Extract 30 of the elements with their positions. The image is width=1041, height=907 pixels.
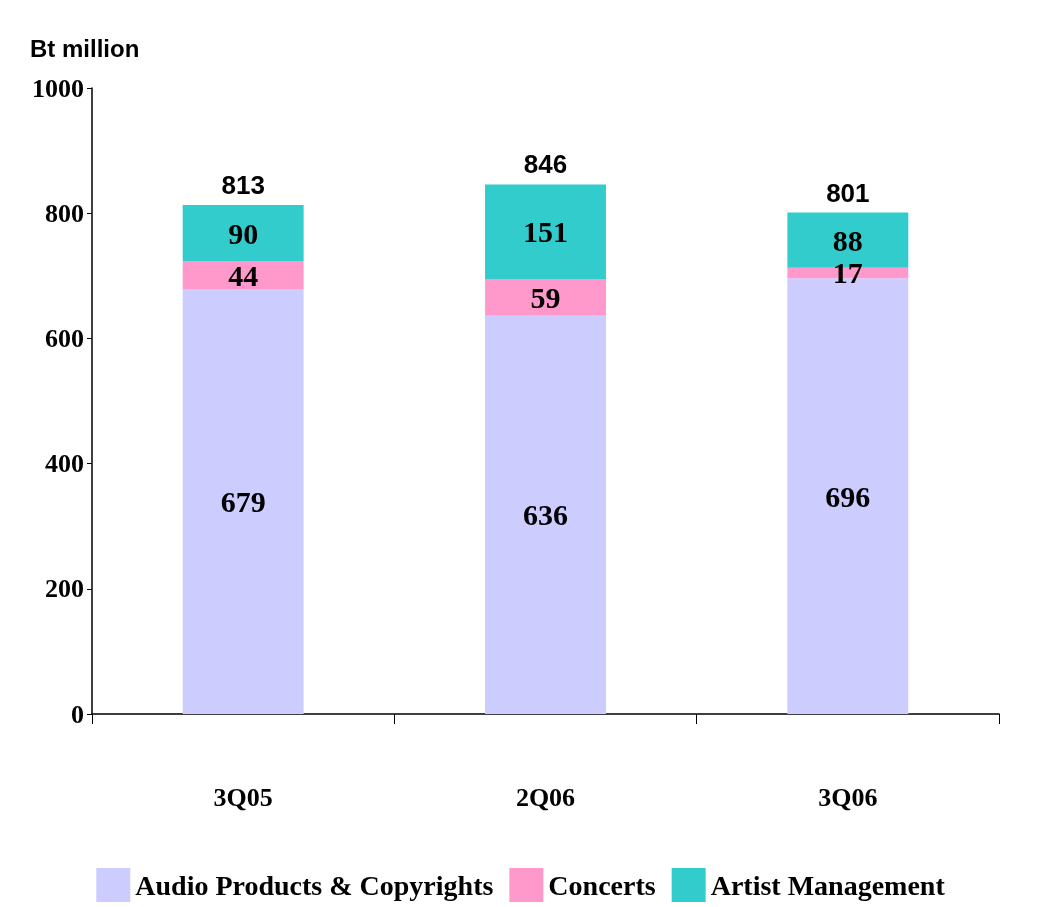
x-tick-label: 3Q05 <box>213 782 273 812</box>
data-label: 90 <box>228 216 259 250</box>
total-label: 801 <box>826 177 870 208</box>
y-tick-label: 600 <box>45 323 84 353</box>
bar <box>182 205 304 262</box>
data-label: 44 <box>228 258 259 292</box>
legend-label: Artist Management <box>710 869 946 901</box>
bar <box>485 278 606 316</box>
data-label: 59 <box>530 280 561 314</box>
data-label: 88 <box>832 223 863 257</box>
y-tick-label: 200 <box>45 574 84 604</box>
y-tick-label: 800 <box>45 198 84 228</box>
y-tick-label: 1000 <box>32 73 84 103</box>
x-tick-label: 3Q06 <box>818 782 878 812</box>
data-label: 636 <box>523 498 568 532</box>
y-axis-title: Bt million <box>30 34 140 62</box>
data-label: 679 <box>220 484 266 518</box>
bar <box>182 288 304 714</box>
legend-label: Audio Products & Copyrights <box>135 869 494 901</box>
legend-label: Concerts <box>548 869 656 901</box>
bar <box>485 184 606 279</box>
total-label: 846 <box>523 149 568 180</box>
bar <box>485 315 606 714</box>
bar <box>182 261 304 289</box>
y-tick-label: 0 <box>71 699 84 729</box>
total-label: 813 <box>221 170 265 201</box>
data-label: 151 <box>523 215 568 249</box>
x-tick-label: 2Q06 <box>515 782 576 812</box>
data-label: 696 <box>825 479 871 513</box>
y-tick-label: 400 <box>45 449 84 479</box>
